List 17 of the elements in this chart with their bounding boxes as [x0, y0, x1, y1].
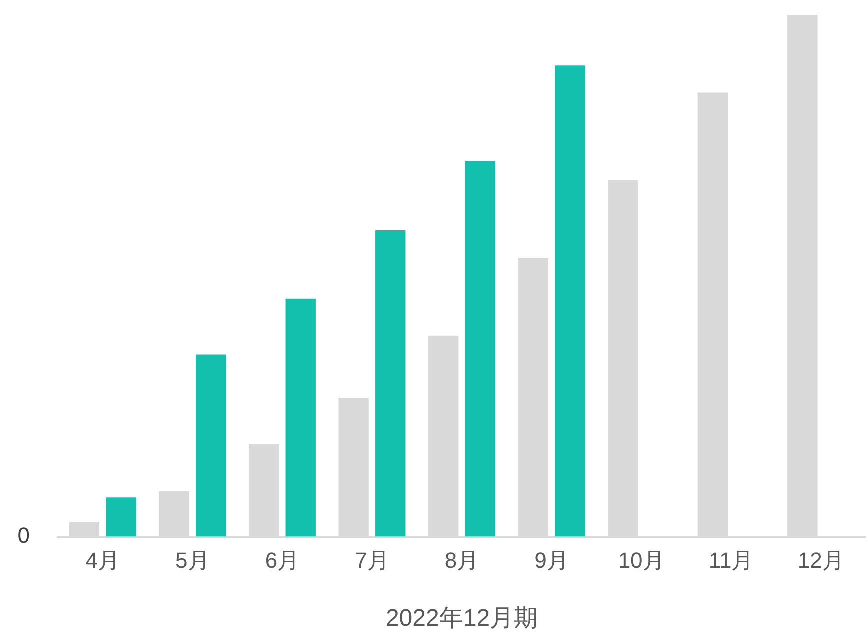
x-tick-label: 10月: [618, 548, 665, 574]
bar: [286, 298, 316, 537]
x-tick-label: 12月: [798, 548, 844, 574]
x-tick-label: 7月: [355, 548, 390, 574]
x-tick-label: 8月: [444, 548, 480, 574]
bar: [376, 230, 406, 537]
bar: [196, 354, 226, 537]
bar: [555, 66, 586, 537]
x-axis-title: 2022年12月期: [386, 605, 538, 632]
bar: [106, 498, 136, 537]
bar: [465, 161, 496, 537]
x-tick-label: 11月: [708, 548, 754, 574]
x-tick-label: 9月: [534, 548, 569, 574]
text: 0: [18, 522, 30, 548]
x-tick-label: 6月: [265, 548, 300, 574]
x-tick-label: 5月: [176, 548, 210, 574]
x-tick-label: 4月: [86, 548, 120, 574]
